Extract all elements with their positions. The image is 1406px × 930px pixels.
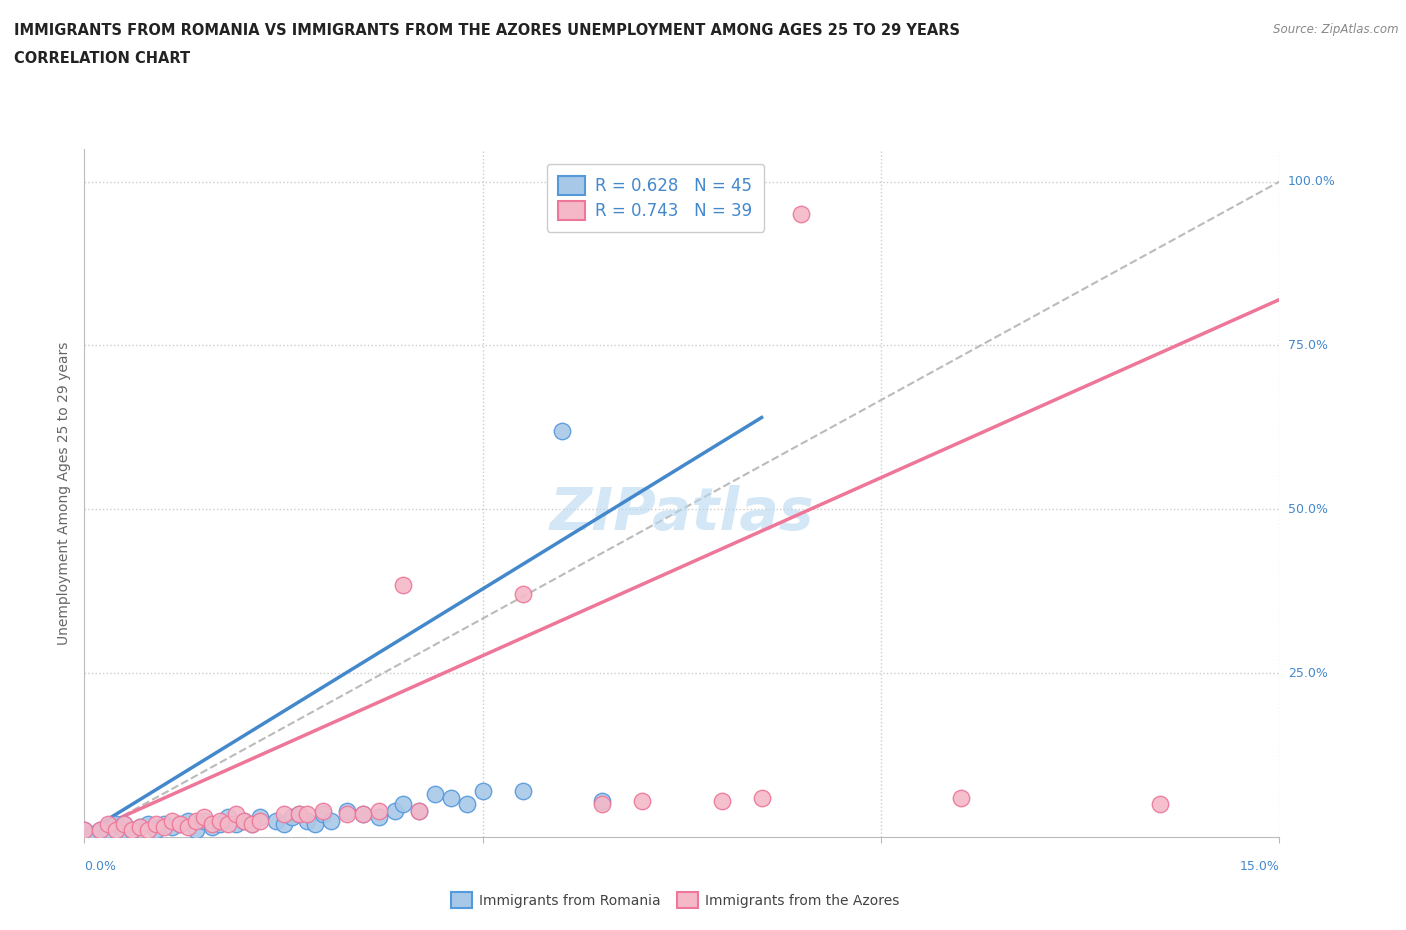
Point: [591, 797, 613, 812]
Point: [217, 817, 239, 831]
Point: [169, 817, 191, 831]
Point: [288, 806, 311, 821]
Point: [145, 817, 167, 831]
Point: [288, 806, 311, 821]
Point: [232, 813, 254, 828]
Point: [184, 813, 207, 828]
Point: [456, 797, 478, 812]
Point: [336, 806, 359, 821]
Point: [408, 804, 430, 818]
Point: [336, 804, 359, 818]
Point: [312, 804, 335, 818]
Point: [201, 817, 224, 831]
Point: [1149, 797, 1171, 812]
Point: [240, 817, 263, 831]
Point: [73, 823, 96, 838]
Point: [89, 823, 111, 838]
Point: [551, 423, 574, 438]
Point: [321, 813, 343, 828]
Point: [73, 823, 96, 838]
Point: [121, 823, 143, 838]
Text: 25.0%: 25.0%: [1288, 667, 1327, 680]
Point: [264, 813, 287, 828]
Point: [153, 819, 176, 834]
Point: [208, 817, 231, 831]
Point: [225, 817, 247, 831]
Point: [153, 817, 176, 831]
Point: [297, 806, 319, 821]
Text: 50.0%: 50.0%: [1288, 503, 1327, 516]
Point: [273, 817, 295, 831]
Point: [591, 793, 613, 808]
Point: [471, 784, 494, 799]
Point: [105, 823, 128, 838]
Point: [160, 819, 183, 834]
Point: [384, 804, 406, 818]
Point: [710, 793, 733, 808]
Point: [392, 578, 415, 592]
Point: [160, 813, 183, 828]
Point: [136, 823, 159, 838]
Point: [304, 817, 326, 831]
Point: [512, 587, 534, 602]
Point: [249, 813, 271, 828]
Point: [184, 823, 207, 838]
Point: [82, 826, 104, 841]
Point: [423, 787, 446, 802]
Point: [408, 804, 430, 818]
Point: [312, 806, 335, 821]
Point: [97, 823, 120, 838]
Point: [89, 823, 111, 838]
Point: [177, 813, 200, 828]
Point: [112, 817, 135, 831]
Point: [631, 793, 654, 808]
Point: [208, 813, 231, 828]
Point: [273, 806, 295, 821]
Point: [440, 790, 463, 805]
Point: [105, 817, 128, 831]
Text: 0.0%: 0.0%: [84, 860, 117, 873]
Point: [392, 797, 415, 812]
Point: [136, 817, 159, 831]
Point: [112, 823, 135, 838]
Point: [193, 810, 215, 825]
Text: 100.0%: 100.0%: [1288, 175, 1336, 188]
Text: Source: ZipAtlas.com: Source: ZipAtlas.com: [1274, 23, 1399, 36]
Point: [193, 813, 215, 828]
Point: [145, 823, 167, 838]
Point: [368, 810, 391, 825]
Legend: R = 0.628   N = 45, R = 0.743   N = 39: R = 0.628 N = 45, R = 0.743 N = 39: [547, 164, 763, 232]
Text: 15.0%: 15.0%: [1240, 860, 1279, 873]
Text: IMMIGRANTS FROM ROMANIA VS IMMIGRANTS FROM THE AZORES UNEMPLOYMENT AMONG AGES 25: IMMIGRANTS FROM ROMANIA VS IMMIGRANTS FR…: [14, 23, 960, 38]
Point: [201, 819, 224, 834]
Point: [240, 817, 263, 831]
Y-axis label: Unemployment Among Ages 25 to 29 years: Unemployment Among Ages 25 to 29 years: [58, 341, 72, 644]
Point: [297, 813, 319, 828]
Point: [129, 819, 152, 834]
Text: 75.0%: 75.0%: [1288, 339, 1327, 352]
Point: [112, 817, 135, 831]
Point: [352, 806, 374, 821]
Point: [225, 806, 247, 821]
Point: [751, 790, 773, 805]
Point: [790, 206, 813, 221]
Point: [249, 810, 271, 825]
Text: CORRELATION CHART: CORRELATION CHART: [14, 51, 190, 66]
Point: [169, 817, 191, 831]
Point: [232, 813, 254, 828]
Legend: Immigrants from Romania, Immigrants from the Azores: Immigrants from Romania, Immigrants from…: [446, 886, 904, 914]
Point: [368, 804, 391, 818]
Text: ZIPatlas: ZIPatlas: [550, 485, 814, 542]
Point: [129, 819, 152, 834]
Point: [352, 806, 374, 821]
Point: [121, 823, 143, 838]
Point: [280, 810, 302, 825]
Point: [512, 784, 534, 799]
Point: [949, 790, 972, 805]
Point: [217, 810, 239, 825]
Point: [177, 819, 200, 834]
Point: [97, 817, 120, 831]
